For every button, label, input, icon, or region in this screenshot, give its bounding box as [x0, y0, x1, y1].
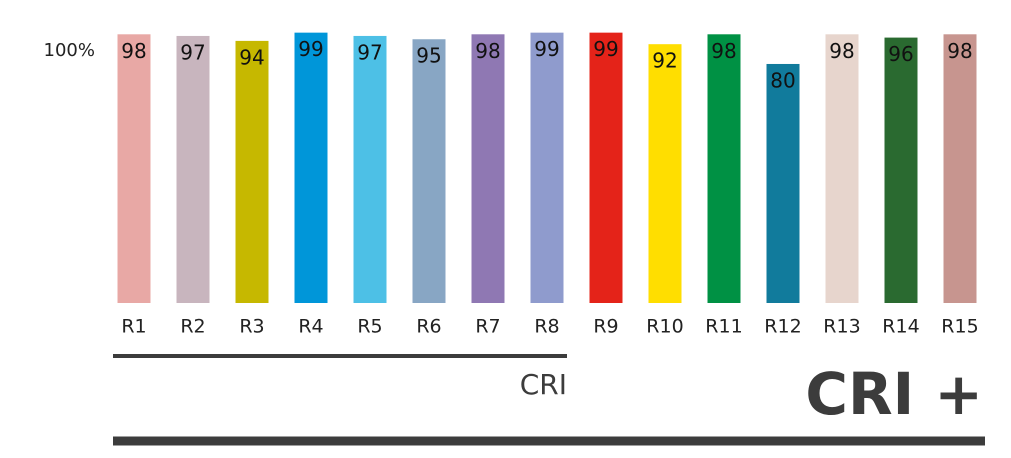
value-label: 98: [121, 39, 146, 63]
value-label: 99: [534, 37, 559, 61]
value-label: 98: [829, 39, 854, 63]
value-label: 99: [298, 37, 323, 61]
x-tick-label: R8: [534, 316, 559, 338]
bar: [471, 34, 505, 304]
x-tick-label: R9: [593, 316, 618, 338]
bar: [117, 34, 151, 304]
x-tick-label: R11: [705, 316, 742, 338]
value-label: 98: [711, 39, 736, 63]
bar: [825, 34, 859, 304]
value-label: 92: [652, 49, 677, 73]
x-tick-label: R4: [298, 316, 323, 338]
bar: [884, 37, 918, 304]
x-tick-label: R15: [941, 316, 978, 338]
y-tick-label: 100%: [44, 40, 95, 61]
bar: [766, 63, 800, 303]
x-tick-label: R6: [416, 316, 441, 338]
value-label: 80: [770, 68, 795, 92]
value-label: 97: [357, 40, 382, 64]
bar: [235, 40, 269, 304]
cri-label: CRI: [520, 368, 567, 401]
bar: [353, 35, 387, 303]
bar: [530, 32, 564, 303]
x-tick-label: R10: [646, 316, 683, 338]
value-label: 95: [416, 44, 441, 68]
cri-plus-label: CRI +: [805, 360, 983, 428]
bar: [707, 34, 741, 304]
x-tick-label: R5: [357, 316, 382, 338]
x-tick-label: R1: [121, 316, 146, 338]
x-tick-label: R3: [239, 316, 264, 338]
x-tick-label: R14: [882, 316, 919, 338]
value-label: 97: [180, 40, 205, 64]
bar: [648, 44, 682, 304]
bar: [943, 34, 977, 304]
bar: [176, 35, 210, 303]
value-label: 98: [475, 39, 500, 63]
value-label: 94: [239, 45, 264, 69]
value-label: 99: [593, 37, 618, 61]
bar: [294, 32, 328, 303]
value-label: 98: [947, 39, 972, 63]
bar: [589, 32, 623, 303]
x-tick-label: R13: [823, 316, 860, 338]
x-tick-label: R2: [180, 316, 205, 338]
x-tick-label: R7: [475, 316, 500, 338]
bar: [412, 39, 446, 303]
x-tick-label: R12: [764, 316, 801, 338]
value-label: 96: [888, 42, 913, 66]
